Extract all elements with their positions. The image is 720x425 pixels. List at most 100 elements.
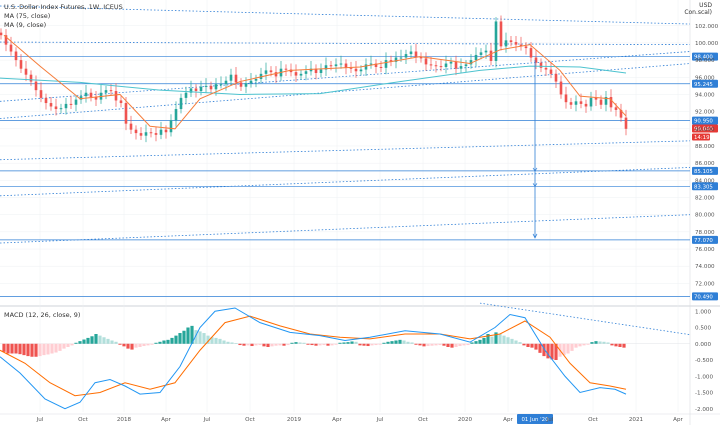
candle-body [179,97,183,110]
projection-arrow-head [532,233,538,239]
price-tick-label: 84.000 [695,178,715,184]
candle-body [19,60,23,69]
candle-body [219,84,223,86]
macd-histogram-bar [10,343,14,354]
date-marker-tag [517,414,553,424]
macd-histogram-bar [298,342,302,344]
macd-tick-label: -1.000 [695,374,713,380]
macd-histogram-bar [38,343,42,357]
macd-histogram-bar [190,325,194,344]
price-tick-label: 76.000 [695,247,715,253]
macd-histogram-bar [114,341,118,344]
x-tick-label: Apr [161,417,171,423]
macd-histogram-bar [598,341,602,344]
level-tag-label: 85.105 [694,169,713,175]
candle-body [104,90,108,93]
x-tick-label: Jul [546,417,554,423]
x-tick-label: Apr [332,417,342,423]
macd-histogram-bar [618,343,622,347]
macd-histogram-bar [346,342,350,344]
candle-body [384,60,388,68]
macd-histogram-bar [270,343,274,347]
candle-body [254,78,258,81]
candle-body [329,65,333,67]
price-tick-label: 102.000 [695,24,719,30]
macd-histogram-bar [622,343,626,348]
macd-histogram-bar [174,335,178,344]
candle-body [299,73,303,76]
macd-histogram-bar [514,340,518,344]
candle-body [249,80,253,84]
macd-histogram-bar [194,330,198,344]
macd-histogram-bar [458,343,462,347]
candle-body [119,100,123,104]
level-tag-label: 70.490 [694,294,713,300]
candle-body [419,56,423,59]
candle-body [79,96,83,100]
candle-body [534,57,538,63]
macd-histogram-bar [566,343,570,354]
candle-body [14,51,18,61]
candle-body [544,67,548,70]
candle-body [74,99,78,105]
candle-body [339,63,343,65]
macd-histogram-bar [54,343,58,353]
trendline [0,5,691,25]
macd-histogram-bar [98,335,102,344]
macd-histogram-bar [34,343,38,357]
level-tag-label: 77.070 [694,238,713,244]
macd-line [0,307,627,410]
macd-histogram-bar [438,343,442,346]
macd-histogram-bar [562,343,566,356]
moving-averages [0,34,627,130]
candle-body [584,103,588,107]
countdown-tag [692,133,710,141]
macd-histogram-bar [450,343,454,348]
macd-histogram-bar [106,338,110,344]
macd-histogram-bar [274,343,278,346]
trendline [0,140,691,161]
x-tick-label: Oct [78,417,88,423]
macd-histogram-bar [474,341,478,344]
macd-histogram-bar [210,337,214,344]
macd-histogram-bar [470,342,474,344]
macd-histogram-bar [466,343,470,346]
macd-histogram-bar [594,341,598,344]
candle-body [374,63,378,67]
macd-histogram-bar [198,331,202,344]
candle-body [194,88,198,92]
candle-body [574,101,578,105]
candle-body [519,44,523,47]
candle-body [4,35,8,45]
candle-body [209,85,213,90]
macd-histogram-bar [518,342,522,344]
macd-histogram-bar [50,343,54,354]
macd-histogram-bar [402,340,406,344]
macd-histogram-bar [126,343,130,349]
macd-histogram-bar [358,343,362,346]
level-tag-label: 90.950 [694,119,713,125]
candle-body [399,57,403,59]
candle-body [529,48,533,58]
macd-histogram-bar [390,341,394,344]
macd-histogram-bar [134,343,138,348]
price-tick-label: 74.000 [695,264,715,270]
candle-body [579,101,583,104]
x-tick-label: Oct [245,417,255,423]
candle-body [479,52,483,55]
macd-histogram-bar [30,343,34,357]
candle-body [164,129,168,133]
candle-body [39,90,43,98]
candle-body [514,42,518,45]
candle-body [599,99,603,105]
price-tick-label: 94.000 [695,92,715,98]
candle-body [614,107,618,110]
macd-histogram-bar [102,337,106,344]
macd-histogram-bar [278,343,282,346]
macd-histogram-bar [158,341,162,344]
candle-body [499,21,503,47]
macd-histogram-bar [370,343,374,346]
currency-label: USD Con.scal) [684,2,712,16]
x-tick-label: 2020 [458,417,473,423]
candle-body [204,85,208,87]
